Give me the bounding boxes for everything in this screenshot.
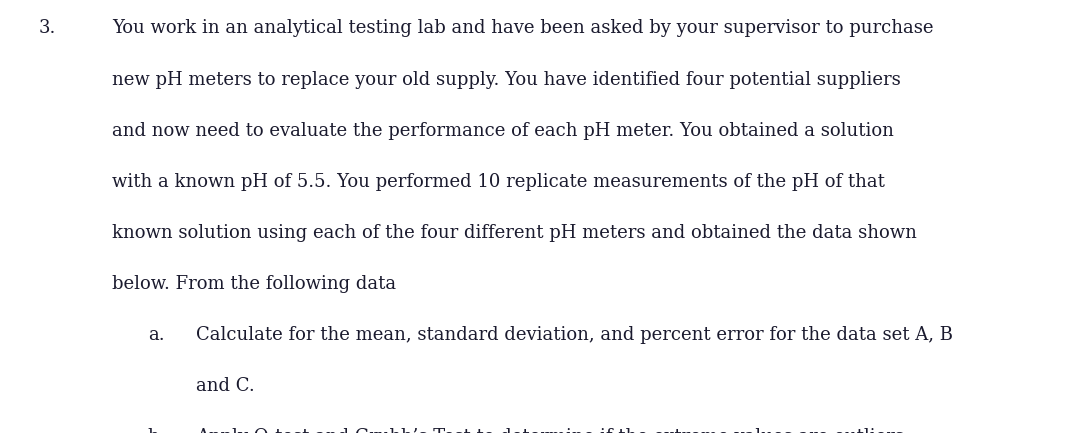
Text: new pH meters to replace your old supply. You have identified four potential sup: new pH meters to replace your old supply… — [112, 71, 901, 89]
Text: with a known pH of 5.5. You performed 10 replicate measurements of the pH of tha: with a known pH of 5.5. You performed 10… — [112, 173, 886, 191]
Text: You work in an analytical testing lab and have been asked by your supervisor to : You work in an analytical testing lab an… — [112, 19, 934, 38]
Text: 3.: 3. — [39, 19, 56, 38]
Text: Apply Q-test and Grubb’s Test to determine if the extreme values are outliers.: Apply Q-test and Grubb’s Test to determi… — [196, 428, 910, 433]
Text: and now need to evaluate the performance of each pH meter. You obtained a soluti: and now need to evaluate the performance… — [112, 122, 894, 140]
Text: Calculate for the mean, standard deviation, and percent error for the data set A: Calculate for the mean, standard deviati… — [196, 326, 953, 344]
Text: b.: b. — [148, 428, 165, 433]
Text: a.: a. — [148, 326, 165, 344]
Text: known solution using each of the four different pH meters and obtained the data : known solution using each of the four di… — [112, 224, 918, 242]
Text: and C.: and C. — [196, 377, 255, 395]
Text: below. From the following data: below. From the following data — [112, 275, 396, 293]
